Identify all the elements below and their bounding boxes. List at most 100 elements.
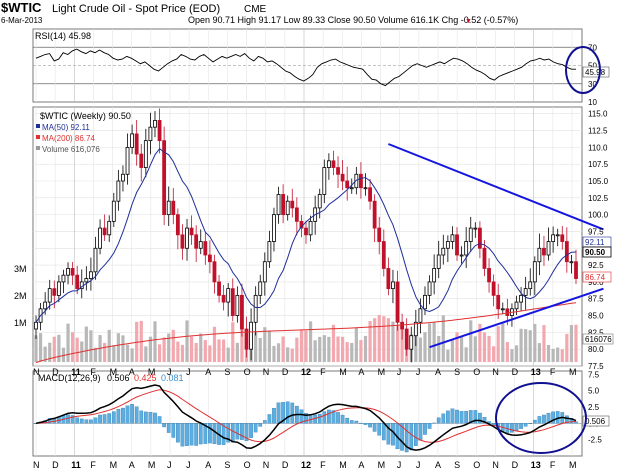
macd-histogram-bar <box>153 412 157 424</box>
candle-body <box>391 281 395 290</box>
volume-bar <box>267 330 271 362</box>
upper-trendline <box>388 143 604 231</box>
volume-bar <box>57 334 61 362</box>
candle-body <box>459 254 464 257</box>
candle-body <box>153 120 157 128</box>
macd-histogram-bar <box>322 411 327 424</box>
ma50-last-value: 92.11 <box>585 238 605 247</box>
candle-body <box>564 241 569 263</box>
macd-histogram-bar <box>299 409 304 424</box>
macd-histogram-bar <box>185 423 189 446</box>
candle-body <box>281 194 286 216</box>
volume-bar <box>482 332 487 362</box>
rsi-legend: RSI(14) 45.98 <box>35 31 91 41</box>
month-label: N <box>263 460 270 470</box>
volume-bar <box>162 337 166 362</box>
month-label: D <box>282 367 289 377</box>
macd-histogram-bar <box>409 423 414 451</box>
volume-bar <box>286 347 290 362</box>
candle-body <box>70 268 75 276</box>
month-label: A <box>205 367 211 377</box>
candle-body <box>304 227 308 236</box>
month-label: 13 <box>531 460 541 470</box>
ma200-legend-swatch <box>36 135 40 139</box>
volume-bar <box>336 336 340 362</box>
volume-legend: Volume 616,076 <box>42 145 100 154</box>
rsi-tick-label: 50 <box>588 62 597 71</box>
candle-body <box>532 261 537 283</box>
candle-body <box>148 126 153 142</box>
macd-histogram-bar <box>125 405 130 424</box>
month-label: J <box>397 367 402 377</box>
candle-body <box>482 247 487 269</box>
month-label: N <box>492 367 499 377</box>
candle-body <box>185 227 189 249</box>
month-label: D <box>52 367 59 377</box>
month-label: F <box>90 460 96 470</box>
candle-body <box>381 241 386 269</box>
candle-body <box>340 173 345 182</box>
month-label: O <box>473 460 480 470</box>
macd-histogram-bar <box>327 409 331 424</box>
candle-body <box>207 254 212 263</box>
macd-histogram-bar <box>400 423 404 451</box>
volume-bar <box>574 324 578 362</box>
volume-bar <box>565 333 569 362</box>
month-label: F <box>320 460 326 470</box>
macd-histogram-bar <box>532 419 537 424</box>
price-tick-label: 82.5 <box>588 328 604 337</box>
macd-histogram-bar <box>564 415 569 424</box>
price-series <box>34 108 604 364</box>
volume-bar <box>459 336 464 362</box>
candle-body <box>514 301 519 310</box>
candle-body <box>61 274 66 283</box>
candle-body <box>294 207 299 222</box>
macd-histogram-bar <box>450 408 455 424</box>
candle-body <box>125 146 130 175</box>
security-name: Light Crude Oil - Spot Price (EOD) <box>52 3 220 15</box>
macd-histogram-bar <box>272 408 276 424</box>
month-label: A <box>129 460 135 470</box>
macd-histogram-bar <box>89 419 93 424</box>
volume-bar <box>125 344 130 362</box>
price-tick-label: 90.0 <box>588 278 604 287</box>
volume-bar <box>235 342 239 362</box>
candle-body <box>98 227 102 249</box>
volume-bar <box>180 344 185 362</box>
macd-histogram-bar <box>459 411 464 424</box>
candle-body <box>47 288 52 303</box>
month-label: O <box>244 460 251 470</box>
volume-bar <box>290 348 294 362</box>
volume-bar <box>276 343 281 362</box>
volume-bar <box>473 336 477 362</box>
exchange: CME <box>244 4 267 15</box>
candle-body <box>455 234 459 256</box>
price-tick-label: 102.5 <box>588 194 609 203</box>
volume-bar <box>93 347 98 362</box>
candle-body <box>468 227 473 242</box>
month-label: J <box>416 367 421 377</box>
macd-histogram-bar <box>381 423 386 441</box>
price-tick-label: 92.5 <box>588 261 604 270</box>
symbol: $WTIC <box>1 0 42 15</box>
month-label: J <box>167 460 172 470</box>
volume-bar <box>537 343 541 362</box>
volume-bar <box>354 327 358 362</box>
price-tick-label: 110.0 <box>588 143 608 152</box>
volume-bar <box>38 333 43 362</box>
volume-bar <box>308 321 313 362</box>
macd-histogram-bar <box>290 402 295 424</box>
volume-bar <box>313 340 317 362</box>
chart-date: 6-Mar-2013 <box>1 16 43 25</box>
candle-body <box>217 281 221 296</box>
macd-histogram-bar <box>226 423 231 443</box>
candle-body <box>349 187 354 190</box>
macd-histogram-bar <box>75 417 80 424</box>
macd-histogram-bar <box>354 420 359 424</box>
month-label: J <box>186 367 191 377</box>
candle-body <box>34 321 38 330</box>
macd-histogram-bar <box>116 409 121 424</box>
candle-body <box>368 187 372 202</box>
candle-body <box>139 153 144 168</box>
macd-histogram-bar <box>84 419 89 424</box>
